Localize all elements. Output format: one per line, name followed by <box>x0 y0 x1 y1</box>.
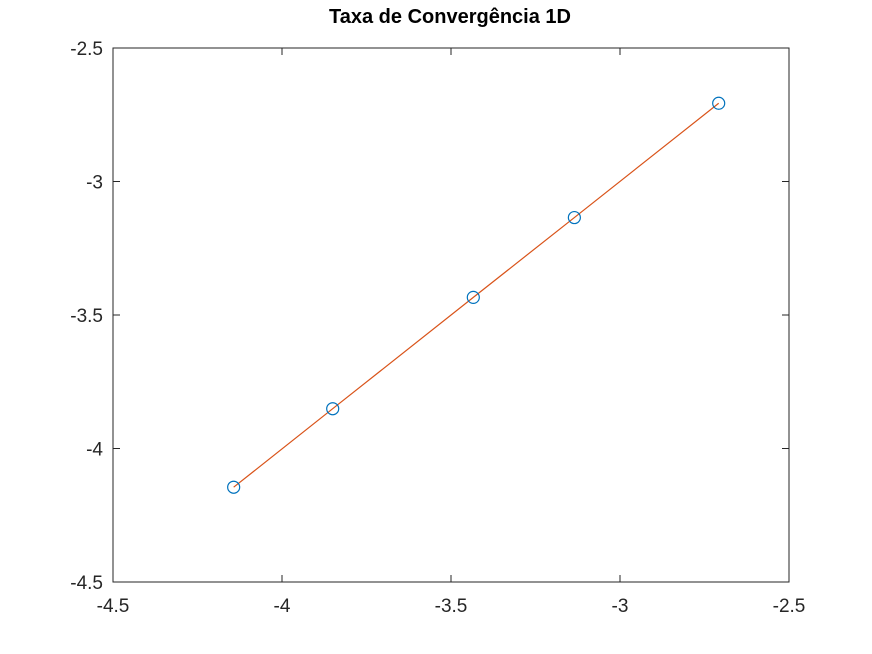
x-tick-label: -3.5 <box>435 596 468 617</box>
data-point-marker <box>466 290 480 304</box>
y-tick-label: -3.5 <box>70 306 103 327</box>
x-tick-label: -4.5 <box>97 596 130 617</box>
data-point-marker <box>567 210 581 225</box>
x-tick-label: -3 <box>612 596 629 617</box>
fit-line <box>233 102 720 488</box>
plot-area: -4.5 -4 -3.5 -3 -2.5 -4.5 -4 -3.5 -3 -2.5 <box>70 39 805 617</box>
data-point-marker <box>227 480 241 494</box>
chart-title: Taxa de Convergência 1D <box>329 6 571 28</box>
y-tick-label: -3 <box>86 173 103 194</box>
data-point-marker <box>712 96 726 110</box>
y-tick-label: -2.5 <box>70 39 103 60</box>
y-tick-label: -4.5 <box>70 573 103 594</box>
y-tick-label: -4 <box>86 440 103 461</box>
x-tick-label: -2.5 <box>773 596 806 617</box>
x-tick-label: -4 <box>274 596 291 617</box>
data-point-marker <box>326 402 340 416</box>
